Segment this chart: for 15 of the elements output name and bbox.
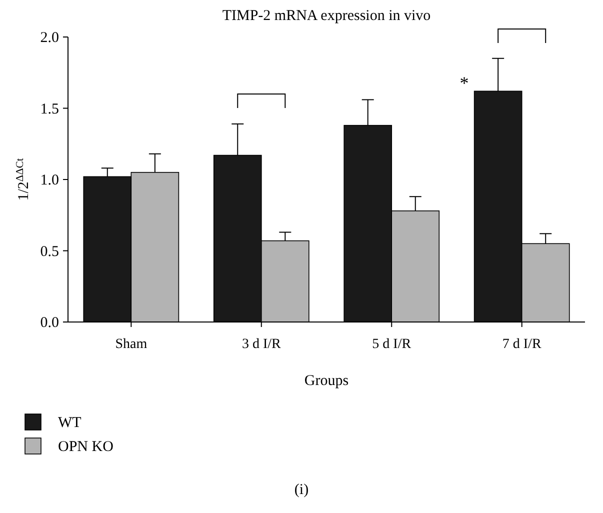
legend-label: OPN KO [58,439,114,455]
x-tick-label: 7 d I/R [502,337,542,352]
y-tick-label: 0.0 [40,315,59,331]
legend-label: WT [58,415,82,431]
x-tick-label: 5 d I/R [372,337,412,352]
y-tick-label: 1.0 [40,172,59,188]
y-tick-label: 0.5 [40,244,59,260]
x-tick-label: 3 d I/R [242,337,282,352]
x-tick-label: Sham [115,337,148,352]
y-tick-label: 2.0 [40,30,59,46]
y-tick-label: 1.5 [40,101,59,118]
chart-title: TIMP-2 mRNA expression in vivo [222,8,431,24]
x-axis-title: Groups [304,373,349,389]
annotation: * [460,73,469,94]
text: (i) [294,482,309,498]
